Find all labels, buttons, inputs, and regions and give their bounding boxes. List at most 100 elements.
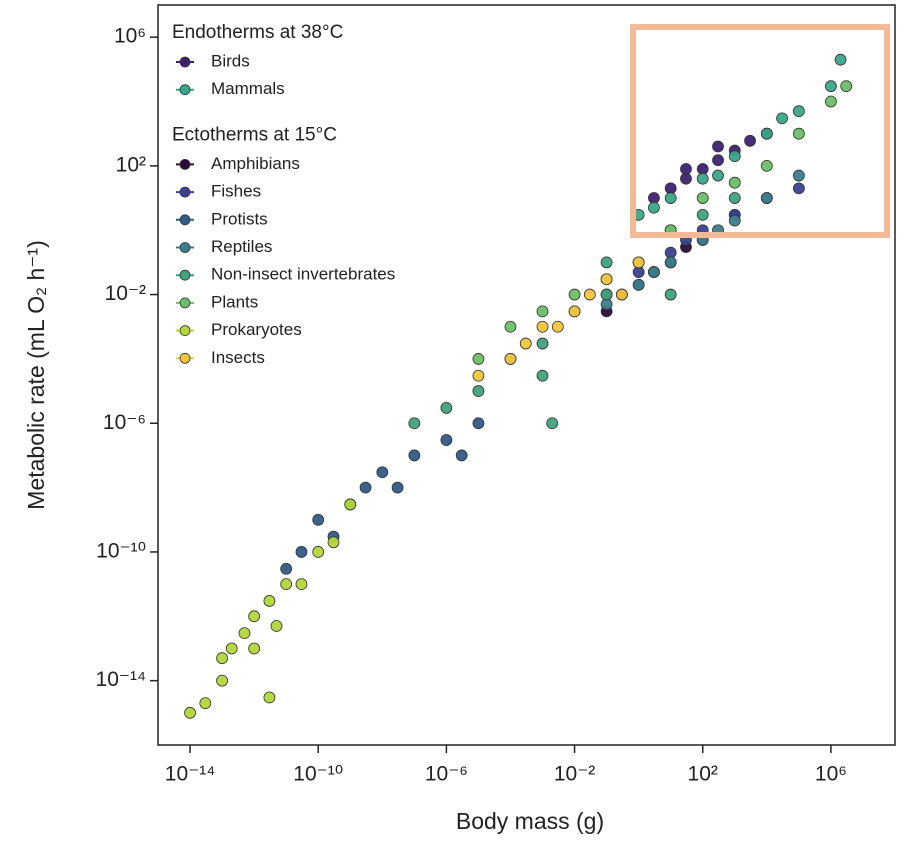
legend-marker	[179, 242, 191, 253]
point	[216, 652, 228, 665]
point	[792, 182, 805, 195]
point	[327, 536, 340, 549]
point	[680, 163, 692, 175]
y-tick-label: 10⁻¹⁴	[96, 668, 146, 691]
point	[248, 642, 261, 655]
x-tick-label: 10⁶	[815, 763, 847, 786]
highlight-box	[630, 24, 890, 238]
point	[825, 95, 837, 108]
point	[536, 337, 549, 350]
point	[199, 697, 212, 710]
y-tick-label: 10²	[116, 153, 146, 176]
legend-group-title: Ectotherms at 15°C	[172, 124, 337, 145]
point	[792, 169, 805, 182]
point	[744, 134, 756, 147]
point	[664, 192, 677, 204]
point	[344, 498, 357, 511]
legend-label: Insects	[211, 348, 265, 367]
point	[792, 105, 805, 118]
point	[472, 369, 485, 382]
point	[600, 273, 613, 286]
y-tick-label: 10⁶	[114, 25, 146, 48]
point	[712, 140, 724, 153]
legend-label: Non-insect invertebrates	[211, 265, 395, 284]
point	[455, 449, 468, 462]
legend-marker	[179, 158, 191, 170]
point	[263, 595, 276, 607]
point	[536, 369, 549, 382]
point	[408, 449, 421, 462]
point	[359, 481, 372, 494]
y-tick-label: 10⁻²	[105, 282, 146, 305]
legend-label: Amphibians	[211, 154, 300, 173]
legend-marker	[179, 352, 191, 364]
axes-frame	[157, 4, 896, 746]
point	[312, 513, 325, 526]
point	[312, 546, 325, 558]
point	[696, 172, 709, 185]
point	[440, 434, 453, 446]
legend-marker	[179, 84, 191, 96]
point	[504, 353, 517, 365]
point	[376, 466, 389, 479]
point	[615, 288, 628, 301]
point	[728, 150, 741, 163]
x-tick-label: 10²	[688, 763, 718, 786]
point	[728, 214, 741, 227]
legend-label: Prokaryotes	[211, 320, 302, 339]
legend-marker	[179, 56, 191, 68]
point	[263, 691, 276, 704]
legend-marker	[179, 214, 191, 226]
y-axis-title: Metabolic rate (mL O₂ h⁻¹)	[23, 240, 49, 509]
point	[632, 278, 645, 291]
point	[840, 80, 853, 93]
point	[632, 256, 645, 269]
legend-label: Protists	[211, 209, 268, 228]
point	[760, 159, 773, 172]
x-tick-label: 10⁻¹⁰	[293, 763, 343, 786]
point	[825, 80, 837, 93]
legend-marker	[179, 297, 191, 309]
point	[696, 192, 709, 204]
legend-marker	[179, 186, 191, 198]
point	[225, 642, 238, 655]
point	[472, 417, 485, 430]
point	[792, 127, 805, 140]
legend-marker	[179, 325, 191, 337]
point	[664, 288, 677, 301]
point	[295, 546, 308, 558]
point	[280, 562, 293, 575]
point	[600, 256, 613, 269]
point	[536, 320, 549, 333]
point	[519, 337, 532, 350]
points	[184, 53, 853, 719]
y-tick-label: 10⁻¹⁰	[96, 540, 146, 563]
point	[696, 208, 709, 221]
point	[776, 112, 789, 125]
point	[728, 176, 741, 189]
point	[238, 627, 251, 640]
legend-label: Mammals	[211, 79, 285, 98]
point	[546, 417, 559, 430]
point	[712, 154, 724, 167]
point	[408, 417, 421, 430]
point	[216, 674, 228, 687]
point	[664, 256, 677, 269]
point	[504, 320, 517, 333]
point	[834, 53, 847, 66]
y-tick-label: 10⁻⁶	[103, 411, 146, 434]
point	[536, 305, 549, 318]
point	[391, 481, 404, 494]
point	[712, 169, 724, 182]
legend-label: Fishes	[211, 182, 261, 201]
point	[280, 578, 293, 591]
legend-label: Reptiles	[211, 237, 272, 256]
point	[551, 320, 564, 333]
point	[760, 192, 773, 204]
legend-marker	[179, 269, 191, 281]
point	[440, 402, 453, 414]
point	[648, 201, 660, 214]
point	[295, 578, 308, 591]
x-tick-label: 10⁻¹⁴	[165, 763, 215, 786]
